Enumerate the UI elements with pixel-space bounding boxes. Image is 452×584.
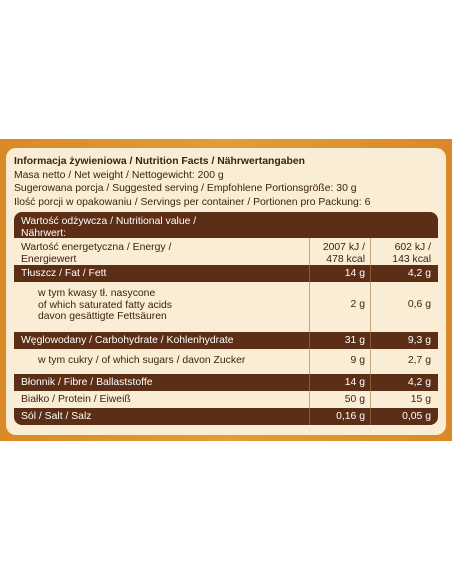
protein-per-serving: 15 g [410,394,431,405]
fat-per-100g: 14 g [344,268,365,279]
table-row-energy: Wartość energetyczna / Energy / Energiew… [14,238,438,265]
column-divider [309,238,310,265]
column-divider [370,282,371,332]
column-divider [370,408,371,425]
table-row-carbohydrate: Węglowodany / Carbohydrate / Kohlenhydra… [14,332,438,349]
table-header-row: Wartość odżywcza / Nutritional value / N… [14,212,438,239]
energy-per-100g: 2007 kJ / 478 kcal [322,242,365,265]
saturated-fat-per-serving: 0,6 g [407,299,431,310]
salt-per-serving: 0,05 g [402,411,431,422]
label-header: Informacja żywieniowa / Nutrition Facts … [14,155,438,209]
carbohydrate-per-serving: 9,3 g [407,335,431,346]
column-divider [309,391,310,408]
column-divider [309,332,310,349]
table-header-label: Wartość odżywcza / Nutritional value / N… [21,216,197,239]
servings-per-container-line: Ilość porcji w opakowaniu / Servings per… [14,196,371,208]
column-divider [370,391,371,408]
fat-per-serving: 4,2 g [407,268,431,279]
energy-per-serving: 602 kJ / 143 kcal [392,242,431,265]
fibre-label: Błonnik / Fibre / Ballaststoffe [21,377,153,388]
column-divider [309,282,310,332]
net-weight-line: Masa netto / Net weight / Nettogewicht: … [14,169,224,181]
nutrition-table: Wartość odżywcza / Nutritional value / N… [14,212,438,425]
carbohydrate-per-100g: 31 g [344,335,365,346]
suggested-serving-line: Sugerowana porcja / Suggested serving / … [14,183,357,195]
column-divider [370,374,371,391]
table-row-fat: Tłuszcz / Fat / Fett 14 g 4,2 g [14,265,438,282]
table-row-fibre: Błonnik / Fibre / Ballaststoffe 14 g 4,2… [14,374,438,391]
fibre-per-100g: 14 g [344,377,365,388]
column-divider [309,374,310,391]
column-divider [370,332,371,349]
fat-label: Tłuszcz / Fat / Fett [21,268,107,279]
table-row-salt: Sól / Salt / Salz 0,16 g 0,05 g [14,408,438,425]
table-row-sugars: w tym cukry / of which sugars / davon Zu… [14,349,438,374]
fibre-per-serving: 4,2 g [407,377,431,388]
nutrition-title: Informacja żywieniowa / Nutrition Facts … [14,156,305,167]
column-divider [370,238,371,265]
table-row-protein: Białko / Protein / Eiweiß 50 g 15 g [14,391,438,408]
column-divider [370,265,371,282]
salt-label: Sól / Salt / Salz [21,411,92,422]
column-divider [309,265,310,282]
column-divider [370,349,371,374]
sugars-per-100g: 9 g [350,355,365,366]
energy-label: Wartość energetyczna / Energy / Energiew… [21,242,172,265]
nutrition-label-card: Informacja żywieniowa / Nutrition Facts … [6,148,446,435]
protein-per-100g: 50 g [344,394,365,405]
salt-per-100g: 0,16 g [336,411,365,422]
saturated-fat-per-100g: 2 g [350,299,365,310]
carbohydrate-label: Węglowodany / Carbohydrate / Kohlenhydra… [21,335,234,346]
protein-label: Białko / Protein / Eiweiß [21,394,131,405]
saturated-fat-label: w tym kwasy tł. nasycone of which satura… [38,288,172,323]
table-row-saturated-fat: w tym kwasy tł. nasycone of which satura… [14,282,438,332]
sugars-label: w tym cukry / of which sugars / davon Zu… [38,355,246,366]
sugars-per-serving: 2,7 g [407,355,431,366]
column-divider [309,408,310,425]
column-divider [309,349,310,374]
